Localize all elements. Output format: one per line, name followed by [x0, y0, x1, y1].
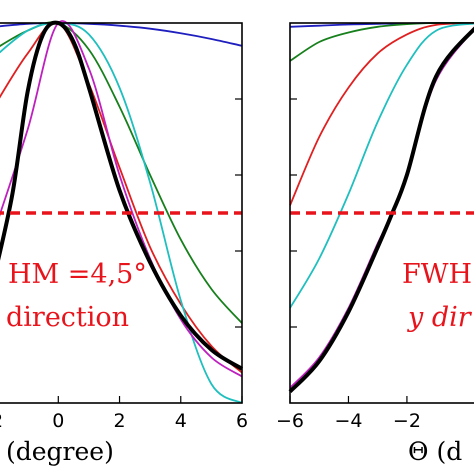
- right-series-layer: [288, 22, 474, 394]
- right-series-line-2: [289, 22, 474, 62]
- left-plot-panel: 2 0 2 4 6 HM =4,5° direction (degree): [0, 20, 248, 466]
- left-ticks: 2 0 2 4 6: [0, 98, 248, 432]
- left-annotation-line-1: HM =4,5°: [8, 259, 147, 290]
- left-annotation-line-2: direction: [6, 302, 129, 333]
- right-x-tick-label: −6: [276, 410, 304, 432]
- left-series-layer: [0, 20, 244, 404]
- left-axes-frame: [0, 22, 243, 404]
- left-series-line-3: [0, 21, 243, 374]
- right-x-tick-label: −2: [393, 410, 421, 432]
- left-series-line-6: [0, 20, 244, 371]
- right-plot-panel: −6 −4 −2 FWH y dir Θ (d: [276, 22, 474, 466]
- right-series-line-5: [289, 28, 474, 389]
- left-x-axis-label: (degree): [6, 437, 114, 466]
- left-x-tick-label: 6: [236, 410, 248, 432]
- right-x-tick-label: −4: [334, 410, 362, 432]
- right-series-line-3: [289, 22, 474, 206]
- right-ticks: −6 −4 −2: [276, 98, 421, 432]
- left-series-line-5: [0, 20, 243, 378]
- left-x-tick-label: 2: [113, 410, 125, 432]
- left-series-line-4: [0, 22, 243, 404]
- right-axes-frame: [289, 22, 474, 404]
- right-series-line-6: [288, 26, 474, 394]
- right-annotation-line-2: y dir: [407, 302, 473, 333]
- left-x-tick-label: 0: [52, 410, 64, 432]
- left-x-tick-label: 2: [0, 410, 3, 432]
- left-x-tick-label: 4: [175, 410, 187, 432]
- right-x-axis-label: Θ (d: [408, 437, 462, 466]
- right-series-line-4: [289, 22, 474, 309]
- right-annotation-line-1: FWH: [402, 259, 472, 290]
